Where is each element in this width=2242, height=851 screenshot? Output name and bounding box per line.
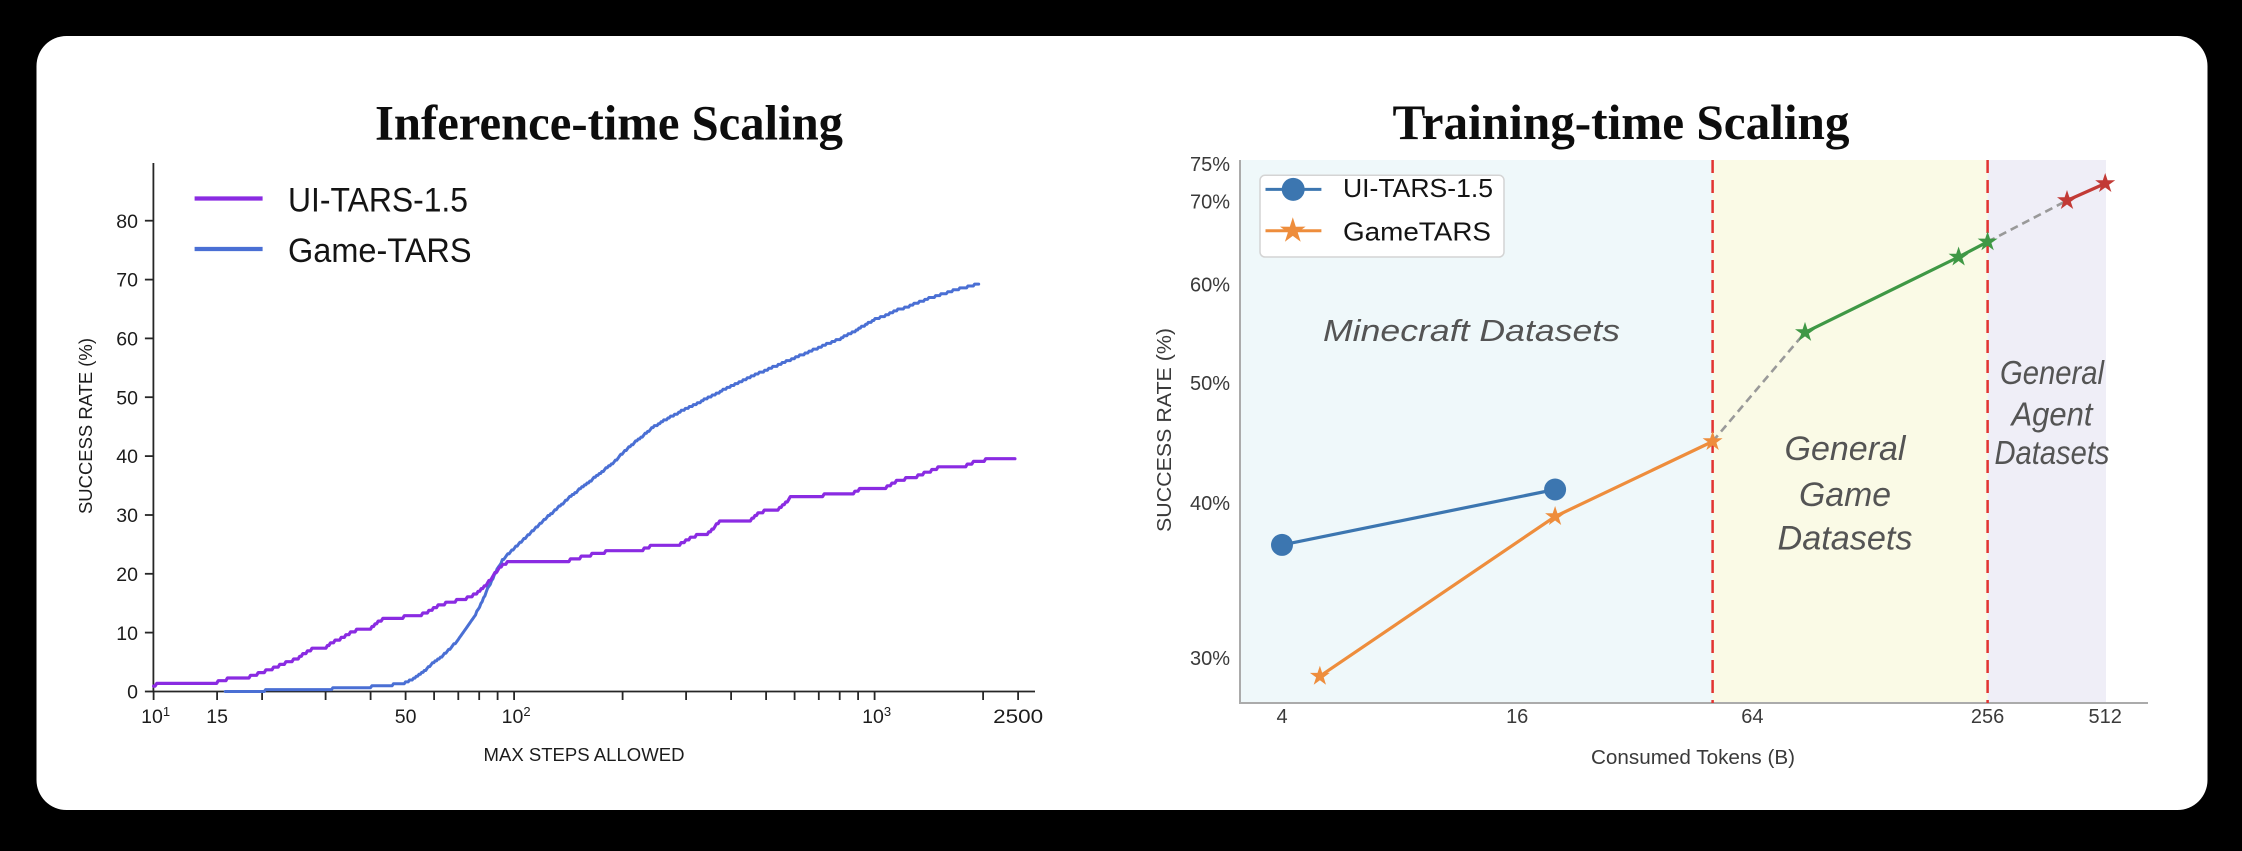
svg-text:0: 0 (127, 682, 138, 704)
svg-text:30: 30 (116, 505, 138, 527)
svg-text:16: 16 (1506, 706, 1528, 728)
svg-text:Consumed Tokens (B): Consumed Tokens (B) (1591, 747, 1795, 769)
svg-text:30%: 30% (1190, 648, 1230, 670)
svg-text:General: General (2000, 354, 2105, 391)
svg-text:50: 50 (116, 387, 138, 409)
svg-text:80: 80 (116, 211, 138, 233)
svg-text:General: General (1785, 430, 1907, 468)
svg-text:Training-time Scaling: Training-time Scaling (1393, 94, 1850, 150)
svg-text:40%: 40% (1190, 493, 1230, 515)
svg-text:50%: 50% (1190, 373, 1230, 395)
svg-text:GameTARS: GameTARS (1343, 217, 1491, 247)
svg-text:20: 20 (116, 564, 138, 586)
svg-text:15: 15 (206, 706, 228, 728)
svg-text:Datasets: Datasets (1995, 434, 2110, 471)
svg-text:MAX STEPS ALLOWED: MAX STEPS ALLOWED (484, 744, 685, 765)
svg-text:60%: 60% (1190, 275, 1230, 297)
svg-text:75%: 75% (1190, 154, 1230, 176)
svg-text:40: 40 (116, 446, 138, 468)
svg-text:UI-TARS-1.5: UI-TARS-1.5 (1343, 175, 1493, 203)
svg-text:70: 70 (116, 270, 138, 292)
svg-text:2500: 2500 (993, 706, 1043, 728)
svg-text:64: 64 (1741, 706, 1763, 728)
svg-text:4: 4 (1276, 706, 1287, 728)
svg-text:256: 256 (1971, 706, 2004, 728)
svg-text:UI-TARS-1.5: UI-TARS-1.5 (288, 182, 468, 220)
svg-text:10: 10 (116, 623, 138, 645)
svg-text:70%: 70% (1190, 191, 1230, 213)
svg-text:Agent: Agent (2010, 396, 2095, 433)
svg-text:Minecraft Datasets: Minecraft Datasets (1323, 313, 1620, 348)
svg-text:Game: Game (1799, 476, 1891, 514)
svg-text:SUCCESS RATE (%): SUCCESS RATE (%) (75, 338, 96, 514)
svg-text:Datasets: Datasets (1778, 520, 1913, 558)
svg-text:Inference-time Scaling: Inference-time Scaling (375, 95, 843, 151)
svg-text:60: 60 (116, 329, 138, 351)
svg-text:512: 512 (2089, 706, 2122, 728)
svg-text:50: 50 (395, 706, 417, 728)
svg-text:Game-TARS: Game-TARS (288, 232, 472, 270)
svg-text:SUCCESS RATE (%): SUCCESS RATE (%) (1154, 328, 1176, 532)
